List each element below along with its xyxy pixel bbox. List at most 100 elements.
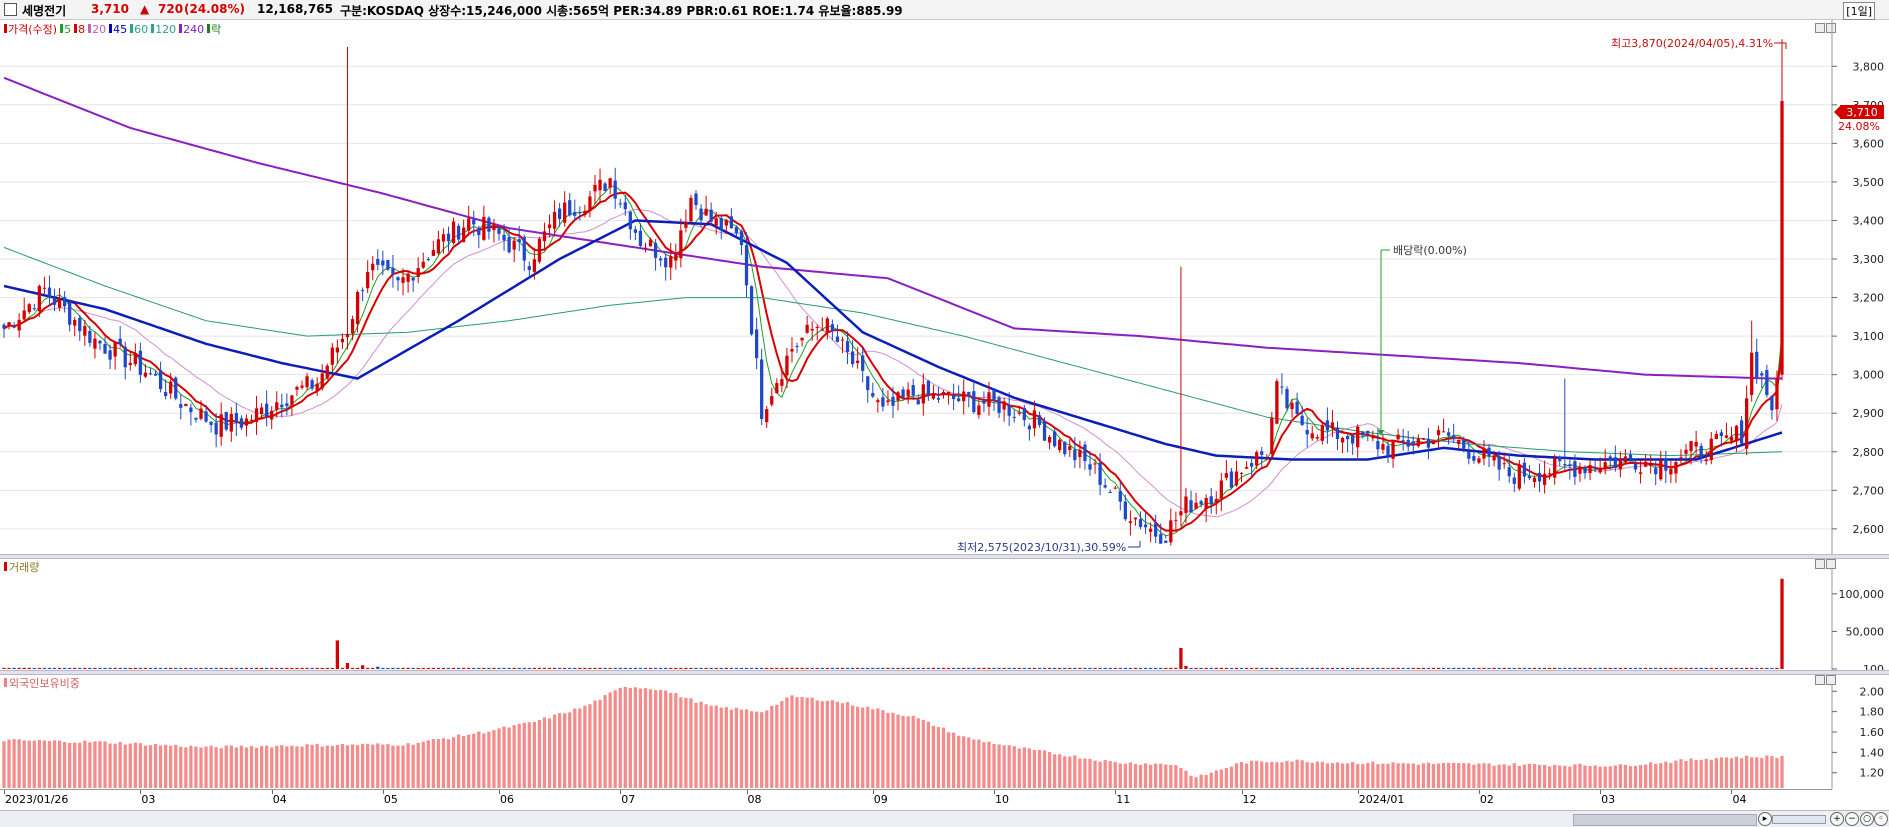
price-pane-maximize-icon[interactable] [1815, 23, 1825, 33]
candle-body [1664, 459, 1668, 471]
candle-body [381, 260, 385, 266]
legend-swatch-7 [179, 24, 183, 33]
legend-item-1[interactable]: 5 [64, 23, 72, 36]
pane-separator[interactable] [0, 670, 1889, 675]
legend-item-0[interactable]: 가격(수정) [8, 23, 58, 36]
candle-body [441, 234, 446, 242]
foreign-ratio-bar [259, 746, 264, 788]
candle-body [982, 400, 986, 404]
volume-pane-maximize-icon[interactable] [1815, 559, 1825, 569]
volume-bar [1603, 667, 1607, 669]
candle-body [1502, 463, 1506, 465]
chart-scrollbar[interactable]: ▸ + − ○ ◦ [0, 810, 1889, 827]
zoom-out-icon[interactable]: − [1845, 812, 1859, 826]
candle-body [189, 407, 193, 413]
select-checkbox[interactable] [4, 3, 17, 16]
up-arrow-icon: ▲ [140, 2, 150, 16]
volume-bar [815, 667, 819, 669]
foreign-ratio-bar [916, 718, 920, 788]
header-bar: 세명전기 3,710 ▲ 720 (24.08%) 12,168,765 구분:… [0, 0, 1889, 20]
foreign-ratio-bar [1386, 763, 1390, 788]
candle-body [123, 346, 127, 368]
volume-pane-close-icon[interactable] [1826, 559, 1836, 569]
zoom-in-icon[interactable]: + [1830, 812, 1844, 826]
candle-body [1517, 464, 1521, 489]
zoom-reset-icon[interactable]: ◦ [1874, 812, 1888, 826]
foreign-pane-close-icon[interactable] [1826, 675, 1836, 685]
volume-bar [1411, 667, 1415, 669]
candle-body [1608, 456, 1612, 461]
volume-bar [1623, 667, 1628, 669]
candle-body [1169, 520, 1173, 543]
candle-body [1083, 444, 1087, 462]
volume-bar [88, 667, 92, 669]
legend-swatch-5 [130, 24, 134, 33]
volume-bar [497, 667, 501, 669]
foreign-ratio-bar [881, 710, 885, 788]
candle-body [68, 302, 72, 325]
legend-item-6[interactable]: 120 [155, 23, 177, 36]
volume-bar [1750, 667, 1754, 669]
foreign-ratio-bar [184, 747, 188, 788]
candle-body [1649, 463, 1653, 466]
candle-body [1386, 445, 1390, 457]
volume-bar [158, 667, 163, 669]
foreign-ratio-bar [98, 741, 102, 788]
candle-body [724, 220, 728, 226]
candle-body [598, 179, 602, 191]
volume-bar [209, 667, 213, 669]
legend-swatch-4 [109, 24, 113, 33]
pane-separator[interactable] [0, 554, 1889, 559]
foreign-ratio-bar [941, 727, 946, 788]
candle-body [1022, 408, 1026, 421]
foreign-ratio-bar [1755, 757, 1759, 788]
candle-body [1037, 415, 1042, 426]
candle-body [93, 338, 97, 349]
legend-item-7[interactable]: 240 [183, 23, 205, 36]
candle-body [1603, 462, 1607, 469]
period-selector[interactable]: [1일] [1843, 2, 1875, 20]
volume-bar [1103, 667, 1107, 669]
foreign-ratio-bar [618, 687, 622, 788]
foreign-ratio-bar [861, 707, 865, 788]
x-tick-label: 12 [1242, 793, 1257, 806]
price-pane-close-icon[interactable] [1826, 23, 1836, 33]
foreign-ratio-bar [563, 713, 567, 788]
volume-bar [729, 667, 734, 669]
candle-body [1285, 388, 1289, 409]
scroll-right-arrow-icon[interactable]: ▸ [1758, 812, 1772, 826]
legend-item-2[interactable]: 8 [78, 23, 86, 36]
volume-bar [47, 667, 52, 669]
volume-bar [325, 667, 329, 669]
volume-bar [446, 667, 451, 669]
foreign-ratio-bar [1568, 766, 1572, 788]
candle-body [1633, 463, 1638, 470]
foreign-ratio-bar [214, 747, 218, 788]
candle-body [1659, 460, 1663, 480]
foreign-ratio-bar [1770, 756, 1774, 788]
foreign-ratio-bar [2, 741, 6, 788]
candle-body [1320, 425, 1324, 441]
legend-item-4[interactable]: 45 [113, 23, 128, 36]
candle-body [578, 212, 582, 214]
volume-bar [613, 667, 617, 669]
legend-item-8[interactable]: 락 [211, 23, 222, 36]
foreign-ratio-bar [426, 740, 430, 788]
foreign-ratio-bar [1078, 758, 1082, 788]
volume-bar [431, 667, 435, 669]
legend-item-5[interactable]: 60 [134, 23, 149, 36]
zoom-slider[interactable] [1772, 815, 1826, 824]
volume-bar [598, 667, 602, 669]
candle-body [1103, 485, 1107, 488]
foreign-ratio-bar [1553, 764, 1557, 788]
candle-body [517, 239, 521, 243]
scrollbar-thumb[interactable] [1573, 814, 1757, 826]
legend-item-3[interactable]: 20 [92, 23, 107, 36]
foreign-pane-maximize-icon[interactable] [1815, 675, 1825, 685]
candle-body [88, 330, 92, 343]
candle-body [371, 263, 375, 271]
foreign-ratio-bar [189, 745, 193, 788]
zoom-fit-icon[interactable]: ○ [1860, 812, 1874, 826]
candle-body [1366, 430, 1370, 434]
foreign-ratio-bar [163, 744, 168, 788]
